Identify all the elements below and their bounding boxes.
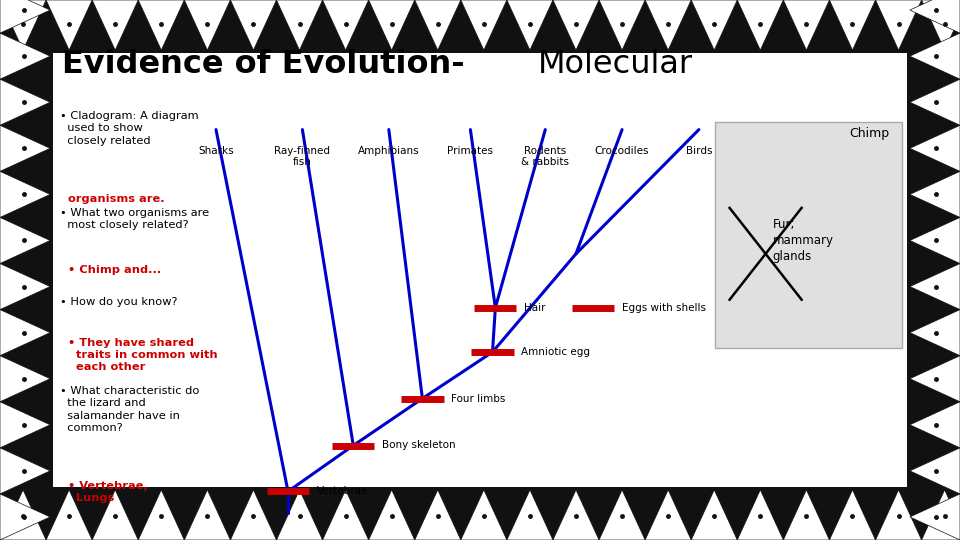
Polygon shape xyxy=(910,79,960,125)
Polygon shape xyxy=(369,0,415,50)
Polygon shape xyxy=(910,494,960,540)
Polygon shape xyxy=(0,402,50,448)
Text: Rodents
& rabbits: Rodents & rabbits xyxy=(521,146,569,167)
Text: organisms are.: organisms are. xyxy=(60,194,165,205)
Text: Crocodiles: Crocodiles xyxy=(595,146,649,156)
Polygon shape xyxy=(553,490,599,540)
Text: Primates: Primates xyxy=(447,146,493,156)
Text: Fur;
mammary
glands: Fur; mammary glands xyxy=(773,218,834,263)
Bar xyxy=(715,122,902,348)
Text: Evidence of Evolution-: Evidence of Evolution- xyxy=(62,49,465,79)
Text: Sharks: Sharks xyxy=(198,146,234,156)
Polygon shape xyxy=(0,171,50,218)
Polygon shape xyxy=(876,0,922,50)
Polygon shape xyxy=(599,0,645,50)
Polygon shape xyxy=(910,218,960,264)
Polygon shape xyxy=(910,402,960,448)
Polygon shape xyxy=(138,490,184,540)
Text: Molecular: Molecular xyxy=(538,49,693,79)
Polygon shape xyxy=(599,490,645,540)
Polygon shape xyxy=(184,0,230,50)
Polygon shape xyxy=(691,0,737,50)
Text: Ray-finned
fish: Ray-finned fish xyxy=(275,146,330,167)
Polygon shape xyxy=(922,490,960,540)
Polygon shape xyxy=(230,490,276,540)
Polygon shape xyxy=(0,218,50,264)
Polygon shape xyxy=(645,490,691,540)
Text: • They have shared
    traits in common with
    each other: • They have shared traits in common with… xyxy=(60,338,218,372)
Polygon shape xyxy=(553,0,599,50)
Polygon shape xyxy=(46,490,92,540)
Polygon shape xyxy=(910,309,960,356)
Polygon shape xyxy=(0,309,50,356)
Polygon shape xyxy=(737,0,783,50)
Polygon shape xyxy=(323,0,369,50)
Text: • What two organisms are
  most closely related?: • What two organisms are most closely re… xyxy=(60,208,209,230)
Polygon shape xyxy=(910,356,960,402)
Polygon shape xyxy=(507,0,553,50)
Polygon shape xyxy=(184,490,230,540)
Polygon shape xyxy=(46,0,92,50)
Bar xyxy=(53,53,907,487)
Polygon shape xyxy=(0,79,50,125)
Polygon shape xyxy=(138,0,184,50)
Polygon shape xyxy=(783,0,829,50)
Polygon shape xyxy=(0,0,50,33)
Polygon shape xyxy=(323,490,369,540)
Polygon shape xyxy=(415,0,461,50)
Polygon shape xyxy=(829,490,876,540)
Polygon shape xyxy=(507,490,553,540)
Text: Chimp: Chimp xyxy=(850,127,890,140)
Text: Bony skeleton: Bony skeleton xyxy=(382,441,456,450)
Polygon shape xyxy=(369,490,415,540)
Polygon shape xyxy=(0,448,50,494)
Text: Hair: Hair xyxy=(524,303,545,313)
Polygon shape xyxy=(0,264,50,309)
Text: • Chimp and...: • Chimp and... xyxy=(60,265,161,275)
Polygon shape xyxy=(276,490,323,540)
Polygon shape xyxy=(910,171,960,218)
Polygon shape xyxy=(92,490,138,540)
Polygon shape xyxy=(876,490,922,540)
Text: Four limbs: Four limbs xyxy=(451,394,506,403)
Text: Birds: Birds xyxy=(685,146,712,156)
Polygon shape xyxy=(0,125,50,171)
Text: Eggs with shells: Eggs with shells xyxy=(622,303,707,313)
Text: Amniotic egg: Amniotic egg xyxy=(521,347,590,357)
Text: • Cladogram: A diagram
  used to show
  closely related: • Cladogram: A diagram used to show clos… xyxy=(60,111,199,145)
Polygon shape xyxy=(0,0,46,50)
Text: • Vertebrae,
    Lungs: • Vertebrae, Lungs xyxy=(60,481,149,503)
Polygon shape xyxy=(230,0,276,50)
Polygon shape xyxy=(922,0,960,50)
Polygon shape xyxy=(737,490,783,540)
Polygon shape xyxy=(0,33,50,79)
Text: • How do you know?: • How do you know? xyxy=(60,297,178,307)
Polygon shape xyxy=(910,264,960,309)
Text: Vertebrae: Vertebrae xyxy=(317,487,369,496)
Polygon shape xyxy=(910,0,960,33)
Polygon shape xyxy=(829,0,876,50)
Polygon shape xyxy=(691,490,737,540)
Polygon shape xyxy=(276,0,323,50)
Polygon shape xyxy=(910,33,960,79)
Polygon shape xyxy=(92,0,138,50)
Polygon shape xyxy=(461,490,507,540)
Text: Amphibians: Amphibians xyxy=(358,146,420,156)
Polygon shape xyxy=(0,490,46,540)
Polygon shape xyxy=(0,356,50,402)
Polygon shape xyxy=(910,125,960,171)
Polygon shape xyxy=(461,0,507,50)
Polygon shape xyxy=(910,448,960,494)
Polygon shape xyxy=(783,490,829,540)
Polygon shape xyxy=(415,490,461,540)
Polygon shape xyxy=(645,0,691,50)
Polygon shape xyxy=(0,494,50,540)
Text: • What characteristic do
  the lizard and
  salamander have in
  common?: • What characteristic do the lizard and … xyxy=(60,386,200,433)
